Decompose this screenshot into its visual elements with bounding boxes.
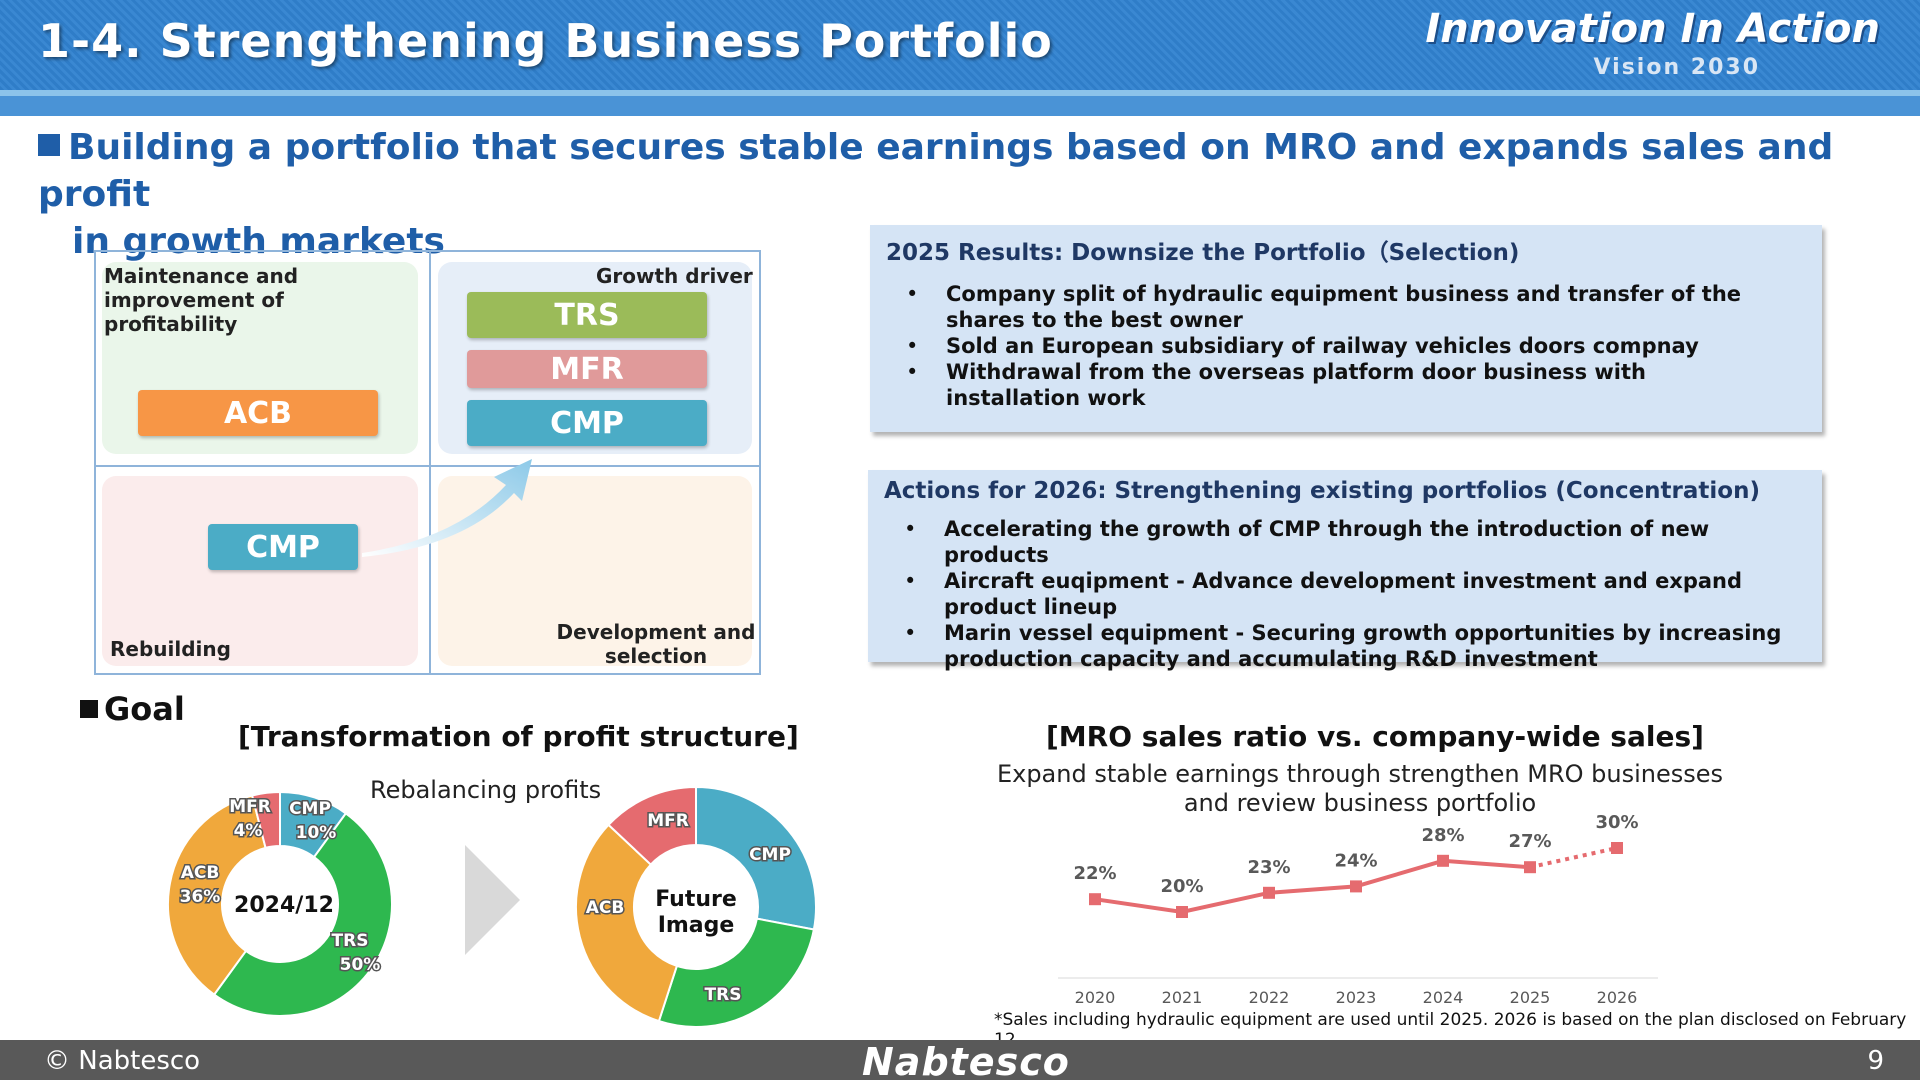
brand-sub-text: Vision 2030 [1593,55,1760,80]
square-bullet-icon [80,700,98,718]
series-line-dotted [1529,846,1618,870]
data-point [1089,893,1101,906]
list-item: Aircraft euqipment - Advance development… [904,568,1804,620]
data-point [1263,886,1275,899]
slice-label-mfr: MFR [229,797,271,817]
data-label: 28% [1421,825,1464,846]
donut-slice-cmp [695,785,817,931]
results-2025-list: Company split of hydraulic equipment bus… [906,281,1786,411]
x-tick-label: 2020 [1075,988,1116,1007]
data-label: 27% [1508,831,1551,852]
data-label: 20% [1160,876,1203,897]
donut-slice-acb [575,823,679,1023]
donut-slice-acb [167,794,267,997]
list-item: Company split of hydraulic equipment bus… [906,281,1786,333]
mro-line-chart: 22% 2020 20% 2021 23% 2022 24% 2023 28% 2024 27% 20… [1058,812,1658,1007]
quadrant-rebuilding [102,476,418,666]
list-item: Sold an European subsidiary of railway v… [906,333,1786,359]
slice-value-mfr: 4% [234,821,263,841]
list-item: Accelerating the growth of CMP through t… [904,516,1804,568]
mro-ratio-subtitle: Expand stable earnings through strengthe… [960,760,1760,818]
slice-label-cmp: CMP [289,799,331,819]
series-line-solid [1094,858,1531,915]
donut-center-label-1: Future [655,887,737,912]
headline-line-1: Building a portfolio that secures stable… [38,127,1834,215]
data-point [1350,880,1362,893]
data-point [1176,906,1188,918]
slice-value-cmp: 10% [296,823,337,843]
mro-ratio-subtitle-line-1: Expand stable earnings through strengthe… [996,760,1724,788]
headline: Building a portfolio that secures stable… [38,124,1898,265]
pill-trs: TRS [467,292,707,338]
matrix-horizontal-axis [96,465,759,467]
results-2025-title: 2025 Results: Downsize the Portfolio（Sel… [886,240,1520,266]
x-tick-label: 2026 [1597,988,1638,1007]
header-bar [0,0,1920,90]
quadrant-label-development: Development and selection [556,620,756,668]
donut-center-label-2: Image [658,913,735,938]
x-tick-label: 2025 [1510,988,1551,1007]
rebalancing-label: Rebalancing profits [370,776,602,804]
slice-label-trs: TRS [705,985,742,1005]
portfolio-matrix: Maintenance and improvement of profitabi… [94,250,761,675]
pill-cmp-rebuilding: CMP [208,524,358,570]
copyright-text: © Nabtesco [44,1046,201,1076]
data-point [1437,854,1449,867]
x-tick-label: 2023 [1336,988,1377,1007]
chevron-right-icon [465,845,520,955]
profit-structure-title: [Transformation of profit structure] [238,720,799,753]
slice-label-acb: ACB [181,863,220,883]
matrix-vertical-axis [429,252,431,673]
slice-label-mfr: MFR [647,811,689,831]
pill-acb: ACB [138,390,378,436]
page-number: 9 [1867,1046,1884,1076]
footer-bar: © Nabtesco Nabtesco 9 [0,1040,1920,1084]
data-point [1524,861,1536,874]
slice-label-cmp: CMP [749,845,791,865]
actions-2026-box: Actions for 2026: Strengthening existing… [868,470,1822,671]
donut-chart-2024: CMP 10% TRS 50% ACB 36% MFR 4% 2024/12 [167,790,393,1017]
header-divider [0,90,1920,96]
list-item: Marin vessel equipment - Securing growth… [904,620,1804,672]
slice-value-acb: 36% [180,887,221,907]
list-item: Withdrawal from the overseas platform do… [906,359,1786,411]
donut-slice-mfr [250,790,281,850]
brand-logo-text: Innovation In Action [1425,6,1880,52]
donut-center-label: 2024/12 [234,893,334,918]
actions-2026-title: Actions for 2026: Strengthening existing… [884,478,1760,504]
mro-ratio-subtitle-line-2: and review business portfolio [1183,789,1537,817]
square-bullet-icon [38,134,60,156]
slice-label-trs: TRS [332,931,369,951]
transition-arrow-icon [362,459,532,557]
pill-mfr: MFR [467,350,707,388]
donut-slice-trs [657,917,816,1028]
data-label: 30% [1595,812,1638,833]
data-label: 23% [1247,857,1290,878]
header-band [0,96,1920,116]
data-label: 24% [1334,850,1377,871]
page-title: 1-4. Strengthening Business Portfolio [38,14,1053,68]
mro-ratio-title: [MRO sales ratio vs. company-wide sales] [1046,720,1704,753]
x-tick-label: 2021 [1162,988,1203,1007]
slice-label-acb: ACB [586,898,625,918]
quadrant-label-growth: Growth driver [596,264,753,288]
x-tick-label: 2022 [1249,988,1290,1007]
data-point [1611,842,1623,854]
pill-cmp-growth: CMP [467,400,707,446]
goal-label: Goal [104,690,185,728]
headline-line-2: in growth markets [72,221,445,262]
x-tick-label: 2024 [1423,988,1464,1007]
results-2025-box: 2025 Results: Downsize the Portfolio（Sel… [870,225,1822,432]
slice-value-trs: 50% [340,955,381,975]
goal-heading: Goal [80,690,185,728]
quadrant-label-rebuilding: Rebuilding [110,637,231,661]
actions-2026-list: Accelerating the growth of CMP through t… [904,516,1804,672]
quadrant-label-maintenance: Maintenance and improvement of profitabi… [104,264,299,336]
donut-slice-mfr [607,785,697,866]
donut-slice-trs [212,811,393,1017]
company-logo: Nabtesco [862,1040,1070,1084]
data-label: 22% [1073,863,1116,884]
